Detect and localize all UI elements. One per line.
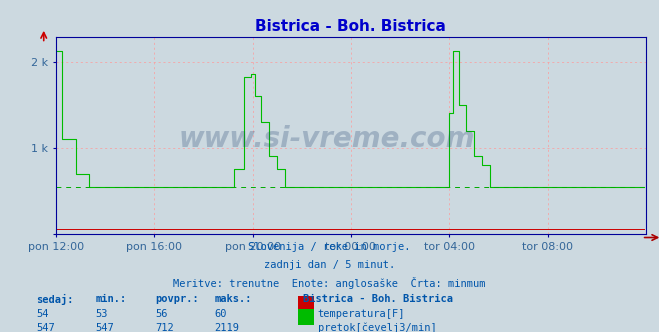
- Text: www.si-vreme.com: www.si-vreme.com: [179, 125, 476, 153]
- Text: Meritve: trenutne  Enote: anglosaške  Črta: minmum: Meritve: trenutne Enote: anglosaške Črta…: [173, 277, 486, 289]
- Text: 2119: 2119: [214, 323, 239, 332]
- Text: povpr.:: povpr.:: [155, 294, 198, 304]
- Text: 54: 54: [36, 309, 49, 319]
- Text: 547: 547: [36, 323, 55, 332]
- Title: Bistrica - Boh. Bistrica: Bistrica - Boh. Bistrica: [256, 19, 446, 34]
- Text: temperatura[F]: temperatura[F]: [318, 309, 405, 319]
- Text: 547: 547: [96, 323, 114, 332]
- Text: Slovenija / reke in morje.: Slovenija / reke in morje.: [248, 242, 411, 252]
- Text: 712: 712: [155, 323, 173, 332]
- Text: min.:: min.:: [96, 294, 127, 304]
- Text: 56: 56: [155, 309, 167, 319]
- Text: sedaj:: sedaj:: [36, 294, 74, 305]
- Text: maks.:: maks.:: [214, 294, 252, 304]
- Text: Bistrica - Boh. Bistrica: Bistrica - Boh. Bistrica: [303, 294, 453, 304]
- Text: 53: 53: [96, 309, 108, 319]
- Text: 60: 60: [214, 309, 227, 319]
- Text: zadnji dan / 5 minut.: zadnji dan / 5 minut.: [264, 260, 395, 270]
- Text: pretok[čevelj3/min]: pretok[čevelj3/min]: [318, 323, 436, 332]
